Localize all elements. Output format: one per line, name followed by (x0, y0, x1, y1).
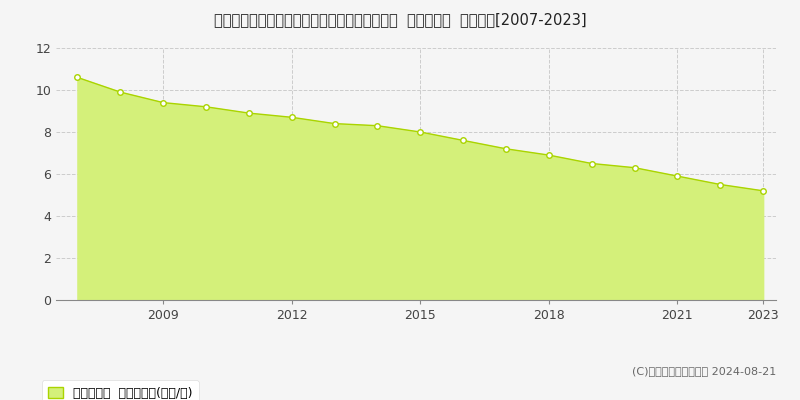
Legend: 基準地価格  平均坪単価(万円/坪): 基準地価格 平均坪単価(万円/坪) (42, 380, 198, 400)
Text: 愛知県知多郡南知多町大字豊浜字新居４２番１  基準地価格  地価推移[2007-2023]: 愛知県知多郡南知多町大字豊浜字新居４２番１ 基準地価格 地価推移[2007-20… (214, 12, 586, 27)
Text: (C)土地価格ドットコム 2024-08-21: (C)土地価格ドットコム 2024-08-21 (632, 366, 776, 376)
